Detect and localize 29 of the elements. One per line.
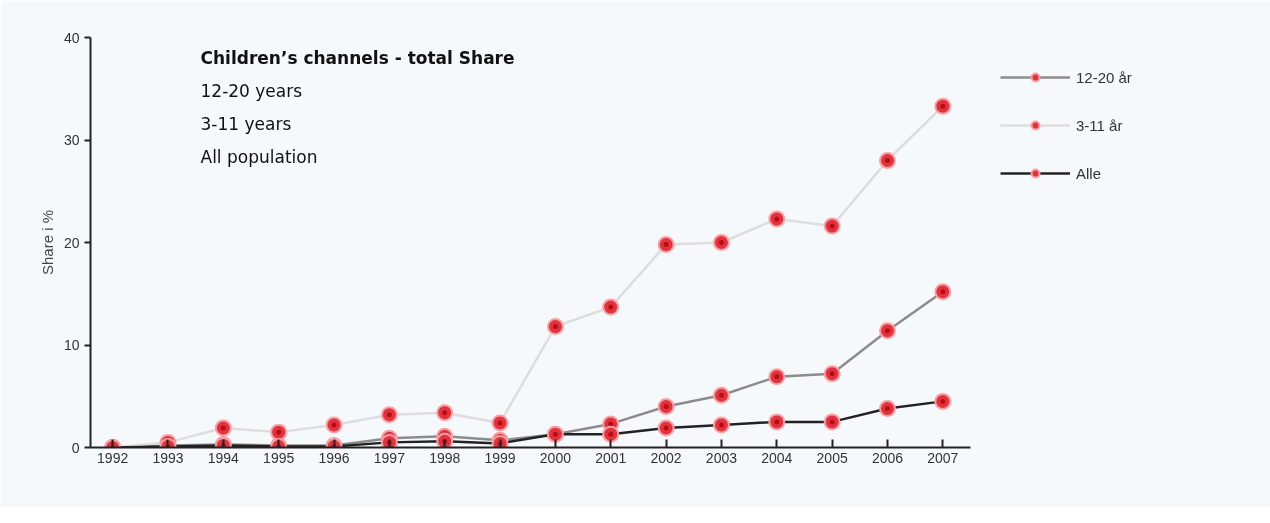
annotation: 3-11 years	[200, 113, 292, 134]
legend-label: 12-20 år	[1076, 68, 1132, 86]
text: Children’s channels - total Share	[200, 47, 515, 68]
x-tick-label: 2006	[871, 449, 904, 466]
legend-label: Alle	[1076, 164, 1102, 182]
x-tick-label: 2004	[761, 449, 793, 466]
x-tick-label: 1993	[152, 449, 184, 466]
y-tick-label: 30	[63, 132, 80, 148]
x-tick-label: 2001	[595, 449, 627, 466]
x-tick-label: 1999	[484, 449, 516, 466]
x-tick-label: 2000	[539, 449, 572, 466]
x-tick-label: 1997	[373, 449, 406, 466]
y-tick-label: 10	[63, 337, 80, 353]
y-tick-label: 0	[71, 439, 80, 456]
x-tick-label: 2007	[927, 449, 959, 466]
annotation: 12-20 years	[200, 80, 303, 101]
annotation: All population	[200, 146, 318, 167]
legend-label: 3-11 år	[1076, 116, 1123, 134]
x-tick-label: 2002	[650, 449, 682, 466]
x-tick-label: 1994	[207, 449, 240, 466]
x-tick-label: 2005	[816, 449, 848, 466]
x-tick-label: 1992	[97, 449, 129, 466]
y-tick-label: 40	[63, 29, 80, 46]
x-tick-label: 2003	[705, 449, 738, 466]
x-tick-label: 1996	[318, 449, 350, 466]
x-tick-label: 1998	[429, 449, 461, 466]
y-tick-label: 20	[63, 234, 80, 251]
y-axis-title: Share i %	[38, 209, 56, 276]
x-tick-label: 1995	[263, 449, 295, 466]
